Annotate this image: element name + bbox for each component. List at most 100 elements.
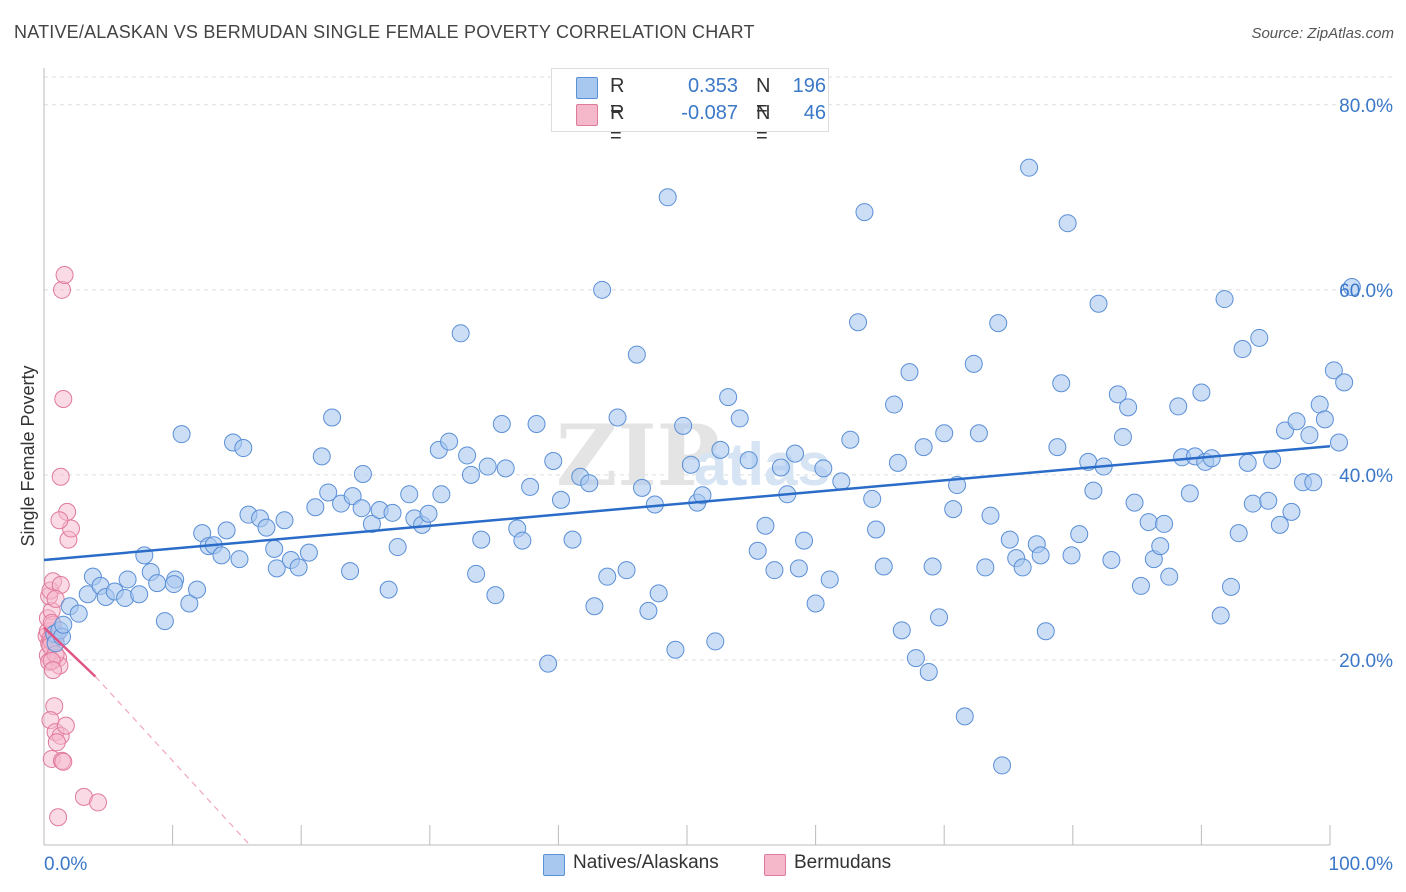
data-point-natives (234, 439, 253, 458)
data-point-natives (172, 425, 191, 444)
data-point-natives (681, 455, 700, 474)
axis-labels: 20.0% 40.0% 60.0% 80.0% 0.0% 100.0% Single Fem… (18, 96, 1393, 875)
data-point-natives (923, 557, 942, 576)
data-point-natives (130, 585, 149, 604)
data-point-natives (874, 557, 893, 576)
chart-source: Source: ZipAtlas.com (1251, 25, 1394, 42)
data-point-natives (658, 188, 677, 207)
data-point-natives (1243, 494, 1262, 513)
y-tick-label: 60.0% (1339, 281, 1393, 302)
x-tick-label: 0.0% (44, 854, 87, 875)
data-point-natives (289, 558, 308, 577)
data-point-natives (855, 203, 874, 222)
data-point-natives (593, 280, 612, 299)
legend-n-label: N = (756, 102, 771, 147)
y-tick-label: 80.0% (1339, 96, 1393, 117)
data-point-natives (432, 485, 451, 504)
data-point-natives (343, 487, 362, 506)
trend-lines (43, 444, 1331, 846)
data-point-bermudans (47, 733, 66, 752)
data-point-natives (451, 324, 470, 343)
data-point-natives (54, 615, 73, 634)
data-point-natives (563, 530, 582, 549)
y-tick-label: 20.0% (1339, 651, 1393, 672)
data-point-natives (267, 559, 286, 578)
x-tick-label: 100.0% (1329, 854, 1394, 875)
data-point-natives (944, 500, 963, 519)
data-point-bermudans (50, 511, 69, 530)
data-point-natives (1215, 290, 1234, 309)
data-point-natives (649, 584, 668, 603)
data-point-natives (1192, 383, 1211, 402)
data-point-bermudans (44, 661, 63, 680)
data-point-natives (1070, 525, 1089, 544)
data-point-natives (935, 424, 954, 443)
legend-swatch-blue (543, 854, 565, 876)
data-point-natives (1180, 484, 1199, 503)
data-point-natives (352, 499, 371, 518)
data-point-natives (461, 465, 480, 484)
data-point-natives (914, 438, 933, 457)
data-point-natives (306, 498, 325, 517)
data-point-bermudans (46, 589, 65, 608)
data-point-bermudans (49, 808, 68, 827)
data-point-natives (706, 632, 725, 651)
data-point-natives (319, 483, 338, 502)
data-point-natives (1211, 606, 1230, 625)
data-point-natives (118, 570, 137, 589)
data-point-natives (419, 504, 438, 523)
legend-r-value: -0.087 (681, 102, 738, 124)
data-point-natives (771, 458, 790, 477)
data-point-natives (1084, 481, 1103, 500)
data-point-natives (1342, 278, 1361, 297)
data-point-natives (1020, 158, 1039, 177)
data-point-natives (148, 574, 167, 593)
data-point-bermudans (89, 793, 108, 812)
data-point-natives (919, 662, 938, 681)
legend-swatch-pink (576, 104, 598, 126)
data-point-natives (1151, 537, 1170, 556)
data-point-natives (756, 516, 775, 535)
data-point-natives (1238, 453, 1257, 472)
data-point-natives (492, 414, 511, 433)
data-point-natives (930, 608, 949, 627)
data-point-natives (265, 539, 284, 558)
data-point-natives (1108, 385, 1127, 404)
trend-line-bermudans-extension (94, 676, 251, 846)
data-point-natives (1250, 328, 1269, 347)
data-point-natives (748, 541, 767, 560)
data-point-natives (955, 707, 974, 726)
data-point-natives (867, 520, 886, 539)
data-point-natives (730, 409, 749, 428)
grid (44, 76, 1393, 661)
data-point-natives (849, 313, 868, 332)
data-point-natives (383, 503, 402, 522)
data-point-natives (362, 514, 381, 533)
data-point-natives (1330, 433, 1349, 452)
data-point-natives (1324, 361, 1343, 380)
data-point-natives (1229, 524, 1248, 543)
data-point-natives (299, 543, 318, 562)
data-point-natives (1287, 412, 1306, 431)
data-point-natives (739, 451, 758, 470)
legend-n-value: 196 (792, 75, 826, 97)
legend-r-value: 0.353 (687, 75, 738, 97)
data-point-natives (1139, 513, 1158, 532)
data-point-natives (1335, 373, 1354, 392)
data-point-natives (1089, 294, 1108, 313)
data-point-natives (539, 654, 558, 673)
data-point-bermudans (55, 266, 74, 285)
data-point-natives (820, 570, 839, 589)
legend-r-label: R = (610, 75, 625, 120)
data-point-natives (814, 459, 833, 478)
data-point-natives (379, 580, 398, 599)
data-point-natives (527, 414, 546, 433)
trend-line-bermudans (43, 626, 97, 678)
data-point-natives (1282, 502, 1301, 521)
data-point-natives (1013, 558, 1032, 577)
data-point-natives (1169, 397, 1188, 416)
data-point-natives (976, 558, 995, 577)
data-point-natives (212, 546, 231, 565)
data-point-natives (544, 452, 563, 470)
legend-series-label: Bermudans (794, 852, 892, 873)
